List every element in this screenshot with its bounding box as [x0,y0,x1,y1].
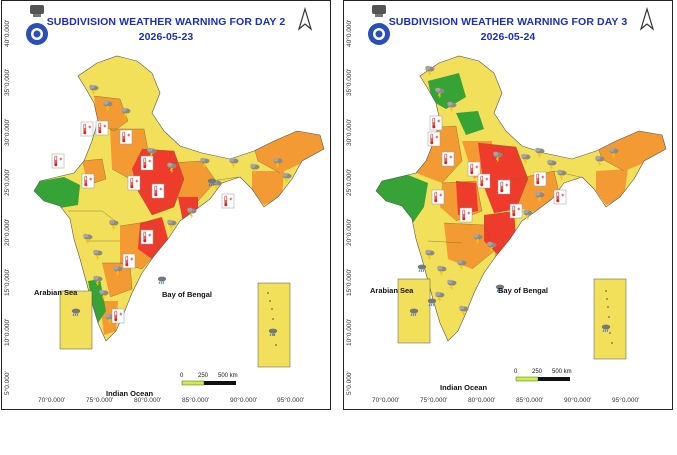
lon-label: 85°0.000' [182,397,210,404]
lon-label: 80°0.000' [468,397,496,404]
lon-label: 85°0.000' [516,397,544,404]
lon-label: 70°0.000' [38,397,66,404]
emblem-icon [24,3,50,49]
north-arrow-icon [296,7,314,33]
region-warning [456,181,478,215]
lon-label: 75°0.000' [420,397,448,404]
region-no-warning [376,175,440,321]
scale-label: 250 [198,373,209,379]
sea-label-bengal: Bay of Bengal [498,286,549,295]
lon-label: 80°0.000' [134,397,162,404]
sea-label-bengal: Bay of Bengal [162,290,213,299]
map-date: 2026-05-23 [138,31,194,43]
region-no-warning [456,111,484,135]
andaman-nicobar-inset [593,278,627,360]
map-panel-day-2: SUBDIVISION WEATHER WARNING FOR DAY 2 20… [1,0,331,410]
sea-label-arabian: Arabian Sea [34,288,78,297]
region-alert [596,169,628,205]
lat-label: 5°0.000' [346,371,353,395]
map-title: SUBDIVISION WEATHER WARNING FOR DAY 3 [388,16,628,28]
lon-label: 90°0.000' [564,397,592,404]
india-warning-map [33,55,325,386]
scale-label: 500 km [218,373,238,379]
region-no-warning [428,73,466,109]
emblem-icon [366,3,392,49]
scale-label: 250 [532,369,543,375]
map-title: SUBDIVISION WEATHER WARNING FOR DAY 2 [46,16,286,28]
lon-label: 70°0.000' [372,397,400,404]
scale-label: 0 [514,369,518,375]
scale-label: 500 km [552,369,572,375]
region-alert [444,223,494,269]
region-warning [478,143,528,213]
lon-label: 95°0.000' [612,397,640,404]
lon-label: 95°0.000' [277,397,305,404]
sea-label-arabian: Arabian Sea [370,286,414,295]
lat-label: 5°0.000' [4,371,11,395]
india-outline [33,55,325,342]
region-alert [252,171,284,205]
map-date: 2026-05-24 [480,31,536,43]
north-arrow-icon [638,7,656,33]
scale-bar [181,380,236,386]
india-outline [375,55,667,342]
lakshadweep-inset [59,290,93,350]
andaman-nicobar-inset [257,282,291,368]
sea-label-indian: Indian Ocean [106,389,154,398]
scale-bar [515,376,570,382]
region-alert [102,263,132,297]
india-warning-map [375,55,667,382]
sea-label-indian: Indian Ocean [440,383,488,392]
map-panel-day-3: SUBDIVISION WEATHER WARNING FOR DAY 3 20… [343,0,673,410]
lon-label: 75°0.000' [86,397,114,404]
lon-label: 90°0.000' [230,397,258,404]
scale-label: 0 [180,373,184,379]
region-alert [170,161,216,201]
